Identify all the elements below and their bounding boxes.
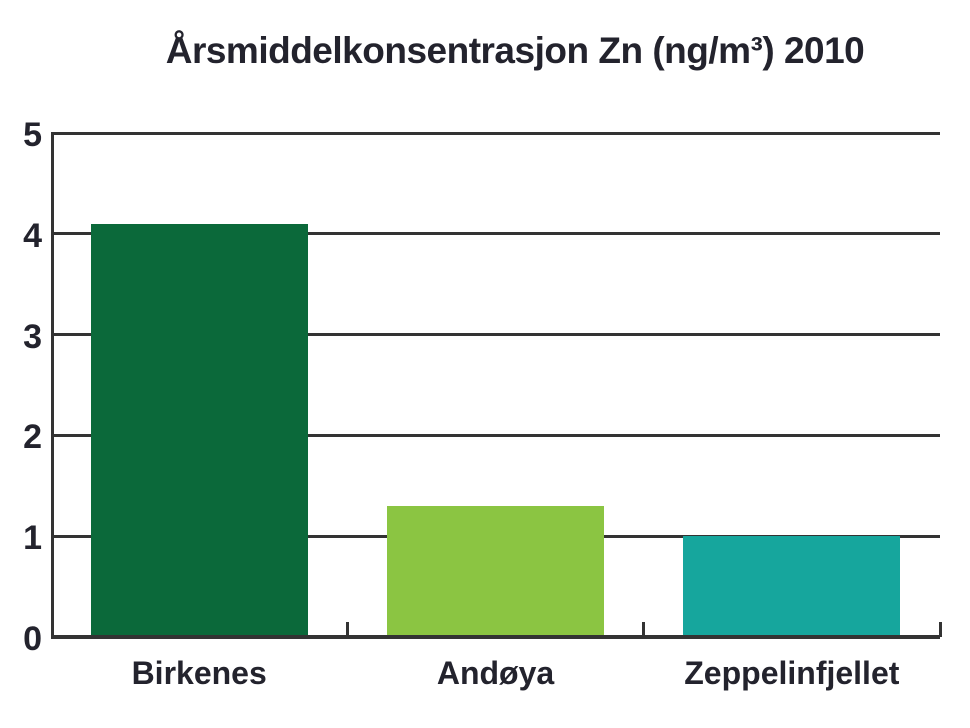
bar-birkenes <box>90 223 308 637</box>
x-axis-tick <box>938 622 942 637</box>
y-axis-tick-label: 5 <box>23 116 42 154</box>
y-axis-line <box>51 133 54 637</box>
x-axis-category-label: Birkenes <box>131 655 267 691</box>
gridline <box>51 232 940 236</box>
x-axis-category-label: Zeppelinfjellet <box>684 655 900 691</box>
x-axis-category-label: Andøya <box>436 655 555 691</box>
bar-andøya <box>387 505 604 637</box>
x-axis-tick <box>345 622 349 637</box>
gridline <box>51 131 940 135</box>
y-axis-tick-label: 0 <box>23 620 42 658</box>
y-axis-tick-label: 1 <box>23 519 42 558</box>
y-axis-tick-label: 4 <box>23 216 42 255</box>
y-axis-tick-label: 2 <box>23 418 42 457</box>
y-axis-tick-label: 3 <box>23 317 42 356</box>
gridline <box>51 433 940 437</box>
chart-title: Årsmiddelkonsentrasjon Zn (ng/m³) 2010 <box>165 30 865 71</box>
x-axis-line <box>51 635 940 639</box>
x-axis-tick <box>642 622 646 637</box>
gridline <box>51 333 940 337</box>
bar-zeppelinfjellet <box>683 536 901 637</box>
